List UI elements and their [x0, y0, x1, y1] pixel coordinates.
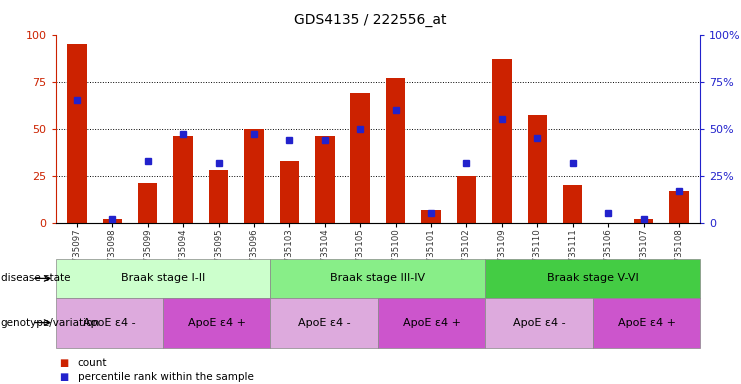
Text: ApoE ε4 -: ApoE ε4 - [83, 318, 136, 328]
Bar [279, 161, 299, 223]
Text: count: count [78, 358, 107, 368]
Text: GDS4135 / 222556_at: GDS4135 / 222556_at [294, 13, 447, 27]
Bar [102, 219, 122, 223]
Bar [350, 93, 370, 223]
Bar [634, 219, 654, 223]
Bar [138, 183, 157, 223]
Bar [456, 176, 476, 223]
Bar [386, 78, 405, 223]
Bar [315, 136, 334, 223]
Bar [209, 170, 228, 223]
Bar [422, 210, 441, 223]
Text: Braak stage V-VI: Braak stage V-VI [547, 273, 639, 283]
Text: ■: ■ [59, 358, 68, 368]
Text: Braak stage I-II: Braak stage I-II [121, 273, 205, 283]
Bar [669, 191, 688, 223]
Text: genotype/variation: genotype/variation [1, 318, 100, 328]
Text: ApoE ε4 +: ApoE ε4 + [402, 318, 461, 328]
Text: disease state: disease state [1, 273, 70, 283]
Text: Braak stage III-IV: Braak stage III-IV [330, 273, 425, 283]
Text: percentile rank within the sample: percentile rank within the sample [78, 372, 253, 382]
Text: ■: ■ [59, 372, 68, 382]
Bar [245, 129, 264, 223]
Text: ApoE ε4 +: ApoE ε4 + [617, 318, 676, 328]
Bar [173, 136, 193, 223]
Bar [563, 185, 582, 223]
Text: ApoE ε4 -: ApoE ε4 - [298, 318, 350, 328]
Bar [67, 44, 87, 223]
Bar [492, 59, 511, 223]
Text: ApoE ε4 +: ApoE ε4 + [187, 318, 246, 328]
Text: ApoE ε4 -: ApoE ε4 - [513, 318, 565, 328]
Bar [528, 116, 547, 223]
